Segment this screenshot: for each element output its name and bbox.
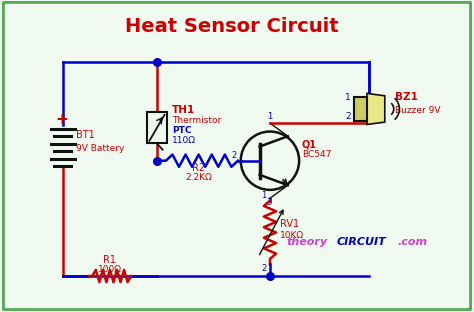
Text: +: + <box>55 112 68 127</box>
Text: 10KΩ: 10KΩ <box>280 231 304 240</box>
Text: 1: 1 <box>345 94 351 102</box>
Text: theory: theory <box>286 237 328 247</box>
Text: PTC: PTC <box>172 126 191 135</box>
Text: 1: 1 <box>262 191 267 200</box>
Polygon shape <box>367 93 385 124</box>
Text: 2: 2 <box>345 112 351 121</box>
Text: Thermistor: Thermistor <box>172 116 221 125</box>
Text: Heat Sensor Circuit: Heat Sensor Circuit <box>126 17 339 36</box>
FancyBboxPatch shape <box>3 2 471 310</box>
Text: BC547: BC547 <box>302 150 331 159</box>
Bar <box>354 97 367 121</box>
Text: CIRCUIT: CIRCUIT <box>337 237 386 247</box>
Text: R2: R2 <box>192 163 205 173</box>
Text: 1: 1 <box>268 112 273 121</box>
Text: 9V Battery: 9V Battery <box>76 144 124 154</box>
Text: TH1: TH1 <box>172 105 195 115</box>
Text: Q1: Q1 <box>302 139 317 149</box>
Text: R1: R1 <box>103 255 117 265</box>
Text: 3: 3 <box>266 198 272 207</box>
Text: Buzzer 9V: Buzzer 9V <box>395 106 440 115</box>
Text: BT1: BT1 <box>76 130 95 140</box>
Text: RV1: RV1 <box>280 219 300 229</box>
Text: .com: .com <box>398 237 428 247</box>
Text: BZ1: BZ1 <box>395 92 418 102</box>
Text: 2: 2 <box>262 264 267 273</box>
Text: 2.2KΩ: 2.2KΩ <box>185 173 212 183</box>
Text: 110Ω: 110Ω <box>172 136 196 145</box>
Text: 100Ω: 100Ω <box>98 265 122 274</box>
Text: 2: 2 <box>231 151 237 160</box>
Bar <box>147 112 167 143</box>
